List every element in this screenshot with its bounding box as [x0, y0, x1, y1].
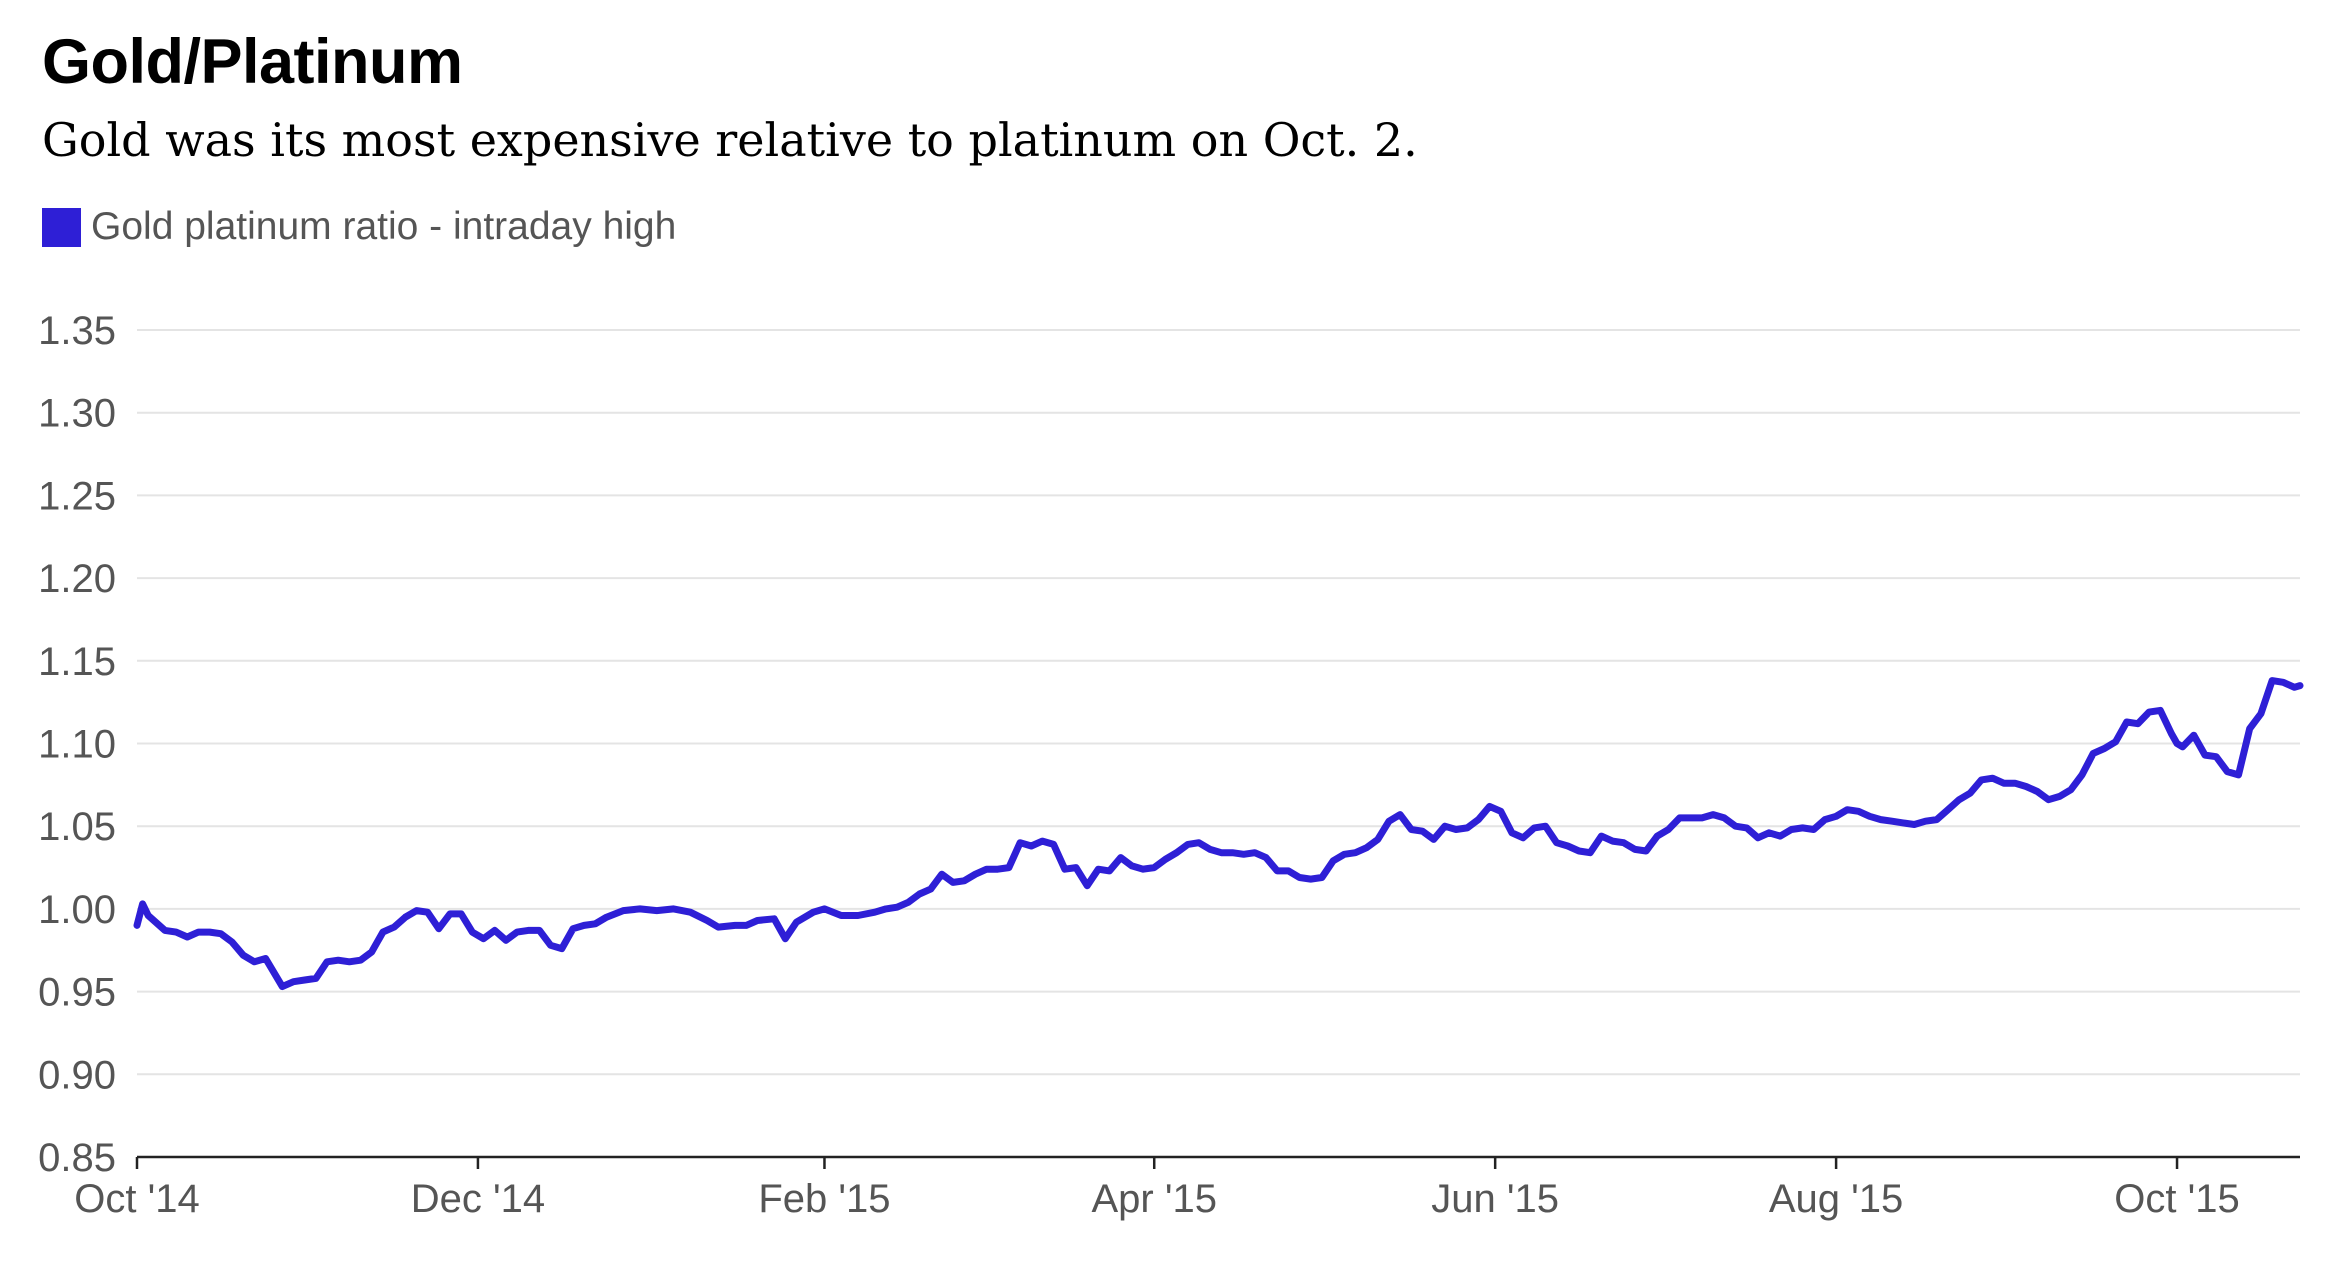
series-line-gold-platinum-ratio [133, 677, 2304, 991]
chart-title: Gold/Platinum [42, 27, 463, 97]
x-tick-label: Jun '15 [1431, 1177, 1559, 1221]
legend: Gold platinum ratio - intraday high [42, 200, 676, 254]
x-tick-label: Feb '15 [758, 1177, 890, 1221]
y-tick-label: 0.85 [38, 1136, 116, 1180]
y-tick-label: 1.00 [38, 888, 116, 932]
y-tick-label: 0.90 [38, 1053, 116, 1097]
x-axis: Oct '14 Dec '14 Feb '15 Apr '15 Jun '15 Aug '… [74, 1157, 2240, 1221]
y-tick-label: 1.35 [38, 309, 116, 353]
y-tick-label: 1.15 [38, 640, 116, 684]
x-tick-label: Oct '15 [2114, 1177, 2239, 1221]
x-tick-label: Dec '14 [411, 1177, 545, 1221]
legend-label: Gold platinum ratio - intraday high [91, 205, 677, 248]
y-tick-label: 0.95 [38, 971, 116, 1015]
y-tick-label: 1.20 [38, 557, 116, 601]
y-tick-label: 1.30 [38, 392, 116, 436]
y-tick-label: 1.25 [38, 474, 116, 518]
legend-swatch [42, 207, 81, 247]
chart-subtitle: Gold was its most expensive relative to … [42, 113, 1418, 167]
y-tick-label: 1.10 [38, 723, 116, 767]
grid-lines [137, 329, 2300, 1076]
y-axis: 0.85 0.90 0.95 1.00 1.05 1.10 1.15 1.20 1.25 1.30… [38, 309, 116, 1180]
y-tick-label: 1.05 [38, 805, 116, 849]
x-tick-label: Apr '15 [1091, 1177, 1217, 1221]
x-tick-label: Aug '15 [1769, 1177, 1903, 1221]
x-tick-label: Oct '14 [74, 1177, 199, 1221]
